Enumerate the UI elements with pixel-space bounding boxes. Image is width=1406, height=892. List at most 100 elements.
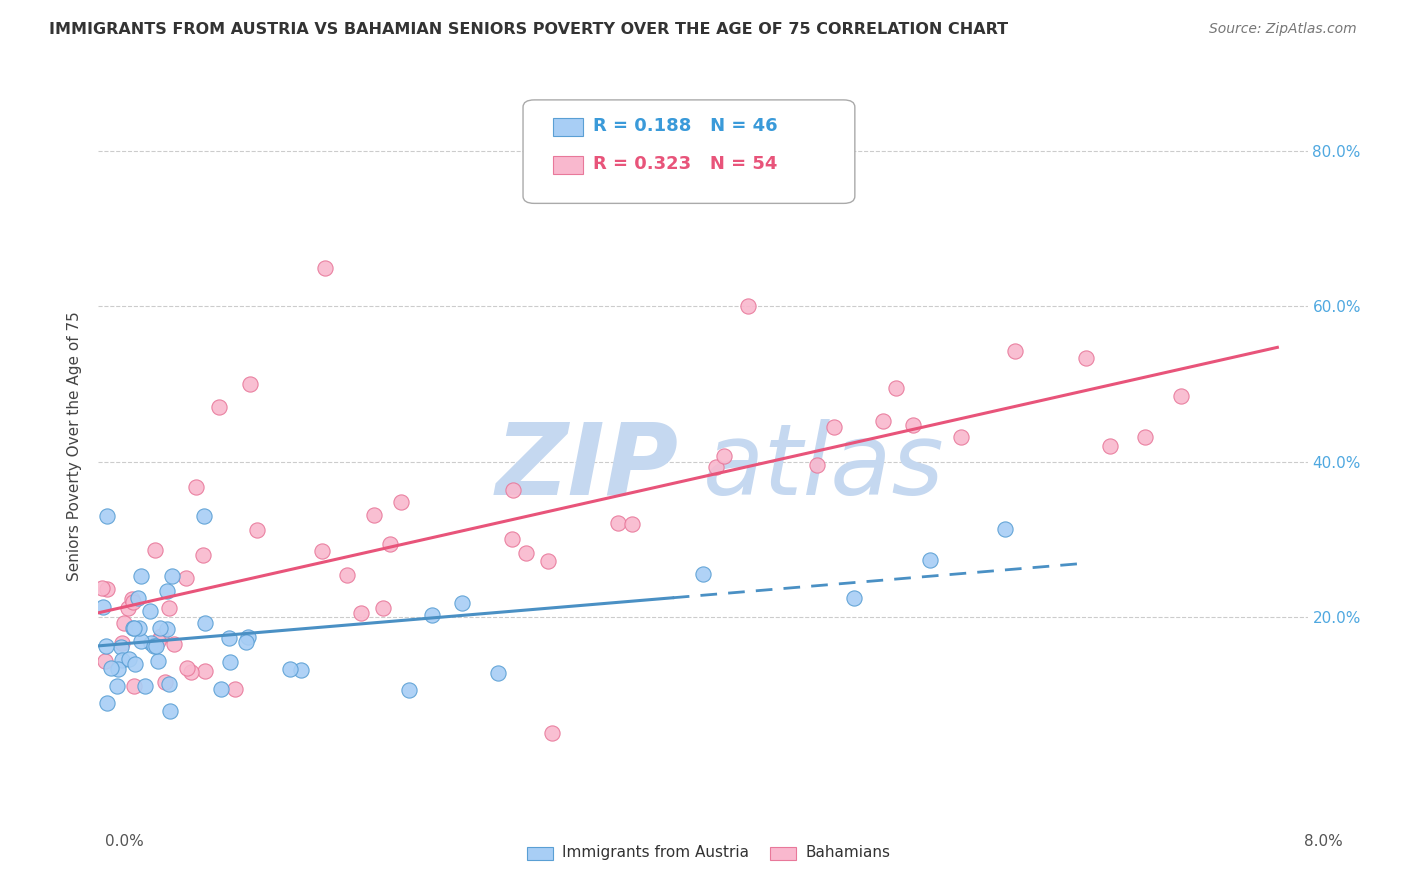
Point — [127, 591, 149, 606]
Point — [134, 680, 156, 694]
Point — [111, 635, 134, 649]
Point — [122, 621, 145, 635]
Point — [692, 567, 714, 582]
Text: R = 0.323   N = 54: R = 0.323 N = 54 — [593, 155, 778, 173]
Text: IMMIGRANTS FROM AUSTRIA VS BAHAMIAN SENIORS POVERTY OVER THE AGE OF 75 CORRELATI: IMMIGRANTS FROM AUSTRIA VS BAHAMIAN SENI… — [49, 22, 1008, 37]
Point — [122, 679, 145, 693]
Text: 0.0%: 0.0% — [105, 834, 145, 849]
Point — [124, 657, 146, 671]
Point — [91, 581, 114, 595]
Point — [224, 681, 246, 696]
Point — [373, 601, 395, 615]
Point — [128, 621, 150, 635]
Point — [159, 600, 181, 615]
Point — [336, 568, 359, 582]
Point — [118, 652, 141, 666]
Point — [191, 548, 214, 562]
Point — [314, 260, 336, 275]
Point — [112, 615, 135, 630]
Point — [994, 522, 1017, 536]
Point — [420, 608, 443, 623]
Point — [142, 640, 165, 654]
Point — [620, 516, 643, 531]
Point — [193, 508, 215, 523]
Point — [884, 381, 907, 395]
Text: ZIP: ZIP — [496, 419, 679, 516]
Point — [1004, 344, 1026, 359]
Point — [159, 705, 181, 719]
Point — [278, 662, 301, 676]
Point — [146, 633, 169, 648]
Y-axis label: Seniors Poverty Over the Age of 75: Seniors Poverty Over the Age of 75 — [67, 311, 83, 581]
Point — [1076, 351, 1098, 366]
Point — [1170, 389, 1192, 403]
Point — [176, 661, 198, 675]
Point — [149, 621, 172, 635]
Point — [121, 595, 143, 609]
Point — [1098, 439, 1121, 453]
Point — [451, 596, 474, 610]
Point — [96, 582, 118, 597]
Point — [378, 537, 401, 551]
Point — [290, 663, 312, 677]
Point — [143, 542, 166, 557]
Point — [350, 606, 373, 620]
Point — [105, 679, 128, 693]
Point — [129, 569, 152, 583]
Point — [122, 622, 145, 636]
Point — [238, 630, 260, 644]
Point — [218, 632, 240, 646]
Point — [194, 615, 217, 630]
Point — [129, 634, 152, 648]
Point — [139, 604, 162, 618]
Point — [96, 639, 118, 653]
Point — [219, 655, 242, 669]
Point — [194, 664, 217, 678]
Point — [737, 299, 759, 313]
Point — [540, 726, 562, 740]
Point — [156, 584, 179, 599]
Point — [153, 675, 176, 690]
Point — [398, 682, 420, 697]
Point — [157, 676, 180, 690]
Point — [502, 483, 524, 497]
Point — [208, 401, 231, 415]
Point — [872, 414, 894, 428]
Point — [111, 653, 134, 667]
Point — [901, 417, 924, 432]
Point — [806, 458, 828, 472]
Point — [537, 554, 560, 568]
Point — [184, 480, 207, 494]
Point — [107, 662, 129, 676]
Point — [110, 640, 132, 655]
Point — [91, 600, 114, 615]
Text: Source: ZipAtlas.com: Source: ZipAtlas.com — [1209, 22, 1357, 37]
Point — [515, 546, 537, 560]
Point — [704, 460, 727, 475]
Point — [139, 636, 162, 650]
Point — [100, 661, 122, 675]
Point — [311, 543, 333, 558]
Point — [607, 516, 630, 530]
Point — [239, 376, 262, 391]
Point — [246, 523, 269, 537]
Point — [150, 630, 173, 644]
Text: Bahamians: Bahamians — [806, 846, 890, 860]
Point — [211, 682, 233, 697]
Point — [146, 655, 169, 669]
Point — [145, 639, 167, 653]
Point — [918, 553, 941, 567]
Point — [93, 654, 115, 668]
Point — [501, 532, 523, 546]
Point — [389, 495, 412, 509]
Point — [844, 591, 866, 606]
Point — [823, 419, 845, 434]
Point — [121, 592, 143, 607]
Point — [162, 568, 184, 582]
Point — [235, 635, 257, 649]
Point — [950, 430, 973, 444]
Point — [96, 508, 118, 523]
Point — [174, 571, 197, 585]
Point — [713, 450, 735, 464]
Text: atlas: atlas — [703, 419, 945, 516]
